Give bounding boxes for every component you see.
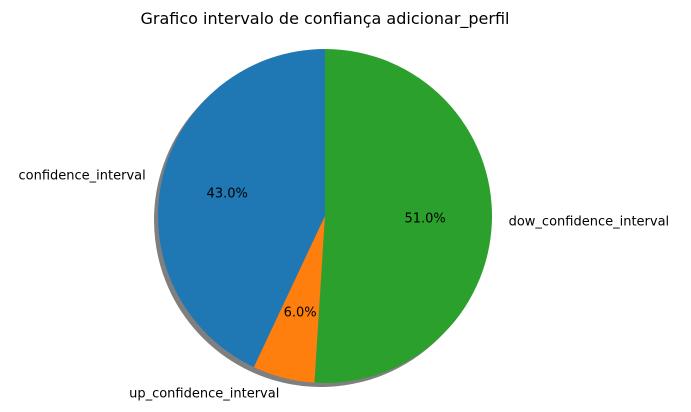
slice-label-dow-confidence-interval: dow_confidence_interval [509,214,670,229]
pct-label-up-confidence-interval: 6.0% [284,306,317,321]
pct-label-confidence-interval: 43.0% [207,187,248,202]
pie-slices [158,49,492,383]
slice-label-up-confidence-interval: up_confidence_interval [129,386,279,401]
pie-slice-up-confidence-interval [253,216,325,383]
pie-slice-confidence-interval [158,49,325,368]
pie-slice-dow-confidence-interval [314,49,492,383]
slice-label-confidence-interval: confidence_interval [18,168,145,183]
pie-labels: confidence_interval 43.0% up_confidence_in… [18,168,669,401]
chart-title: Grafico intervalo de confiança adicionar… [141,9,510,29]
pct-label-dow-confidence-interval: 51.0% [404,212,445,227]
